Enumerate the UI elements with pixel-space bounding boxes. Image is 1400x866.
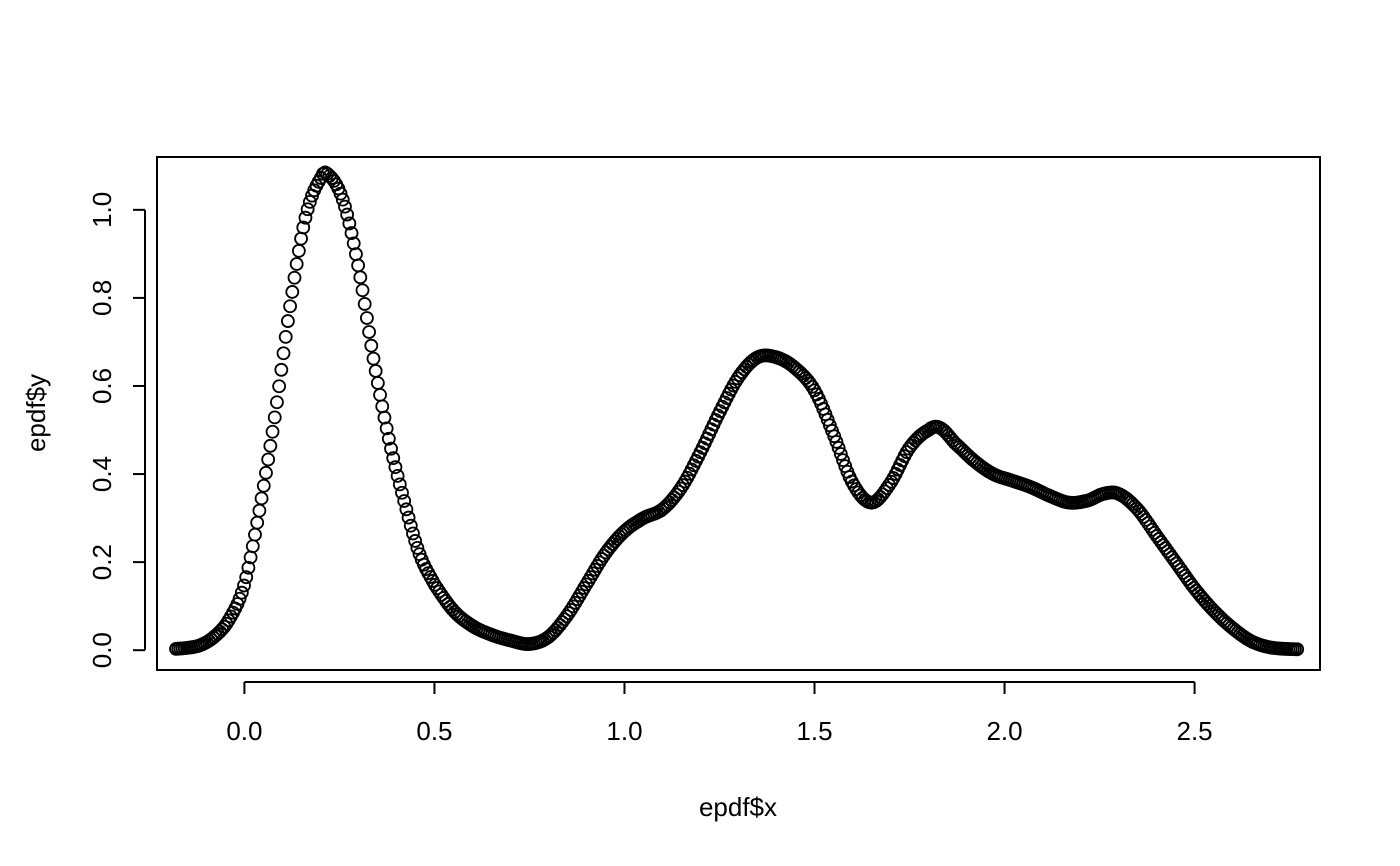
- data-points-group: [169, 165, 1305, 657]
- data-point: [349, 247, 363, 262]
- data-point: [263, 438, 278, 453]
- y-tick-label: 0.0: [87, 632, 117, 668]
- data-point: [256, 478, 271, 493]
- data-point: [270, 395, 284, 410]
- data-point: [561, 606, 576, 621]
- data-point: [344, 226, 359, 240]
- y-tick-label: 0.8: [87, 280, 117, 316]
- data-point: [362, 325, 376, 339]
- data-point: [232, 591, 247, 606]
- y-tick-label: 0.6: [87, 368, 117, 404]
- data-point: [245, 539, 260, 554]
- data-point: [1290, 642, 1305, 657]
- x-tick-label: 1.0: [606, 716, 642, 746]
- data-point: [410, 540, 425, 555]
- data-point: [294, 231, 308, 246]
- data-point: [395, 485, 409, 500]
- data-point: [351, 258, 366, 273]
- data-point: [291, 243, 306, 258]
- data-point: [287, 270, 302, 285]
- y-axis-title: epdf$y: [21, 374, 51, 452]
- data-point: [366, 351, 381, 366]
- data-point: [386, 451, 401, 466]
- data-point: [359, 311, 374, 325]
- data-point: [375, 399, 390, 414]
- data-point: [406, 526, 420, 541]
- data-point: [381, 431, 396, 446]
- x-tick-label: 1.5: [796, 716, 832, 746]
- data-point: [237, 578, 251, 593]
- data-point: [882, 478, 896, 492]
- plot-frame: [156, 156, 1321, 671]
- data-point: [388, 460, 403, 475]
- x-tick-label: 0.0: [226, 716, 262, 746]
- data-point: [370, 376, 385, 390]
- data-point: [364, 338, 379, 353]
- data-point: [392, 477, 407, 492]
- data-point: [252, 503, 267, 518]
- data-point: [250, 515, 265, 530]
- data-point: [283, 299, 298, 314]
- data-point: [296, 220, 311, 235]
- data-point: [338, 199, 352, 214]
- data-point: [285, 285, 300, 299]
- data-point: [357, 297, 372, 311]
- data-point: [239, 570, 254, 585]
- data-point: [335, 192, 350, 207]
- data-point: [379, 421, 394, 436]
- data-point: [333, 186, 348, 201]
- data-point: [342, 216, 357, 231]
- data-point: [267, 410, 282, 425]
- data-point: [234, 585, 249, 600]
- x-tick-label: 0.5: [416, 716, 452, 746]
- data-point: [355, 283, 370, 298]
- data-point: [274, 362, 289, 377]
- data-point: [397, 494, 412, 508]
- data-point: [401, 510, 416, 525]
- data-point: [259, 465, 273, 480]
- data-point: [836, 453, 850, 468]
- y-tick-label: 0.2: [87, 544, 117, 580]
- data-point: [276, 346, 291, 361]
- data-point: [399, 502, 414, 517]
- data-point: [833, 447, 848, 461]
- data-point: [829, 434, 844, 449]
- data-point: [377, 410, 392, 425]
- data-point: [384, 441, 398, 456]
- data-point: [289, 257, 304, 271]
- data-point: [280, 314, 295, 328]
- data-point: [298, 210, 313, 225]
- x-axis-title: epdf$x: [699, 792, 777, 822]
- data-point: [408, 534, 423, 548]
- x-axis: 0.0 0.5 1.0 1.5 2.0 2.5: [226, 681, 1213, 746]
- y-tick-label: 1.0: [87, 192, 117, 228]
- data-point: [803, 376, 817, 391]
- data-point: [261, 452, 276, 467]
- data-point: [300, 202, 315, 217]
- data-point: [340, 207, 355, 222]
- data-point: [368, 364, 383, 378]
- x-tick-label: 2.5: [1177, 716, 1213, 746]
- data-point: [673, 481, 688, 496]
- data-point: [353, 270, 368, 285]
- data-point: [390, 469, 405, 483]
- data-point: [272, 379, 287, 394]
- data-point: [302, 195, 317, 209]
- x-tick-label: 2.0: [986, 716, 1022, 746]
- y-axis: 0.0 0.2 0.4 0.6 0.8 1.0: [87, 192, 146, 668]
- data-point: [265, 424, 280, 439]
- data-point: [278, 329, 293, 344]
- data-point: [254, 491, 269, 506]
- data-point: [248, 527, 262, 542]
- data-point: [831, 440, 846, 455]
- data-point: [241, 560, 256, 575]
- data-point: [373, 387, 387, 402]
- data-point: [403, 518, 418, 533]
- y-tick-label: 0.4: [87, 456, 117, 492]
